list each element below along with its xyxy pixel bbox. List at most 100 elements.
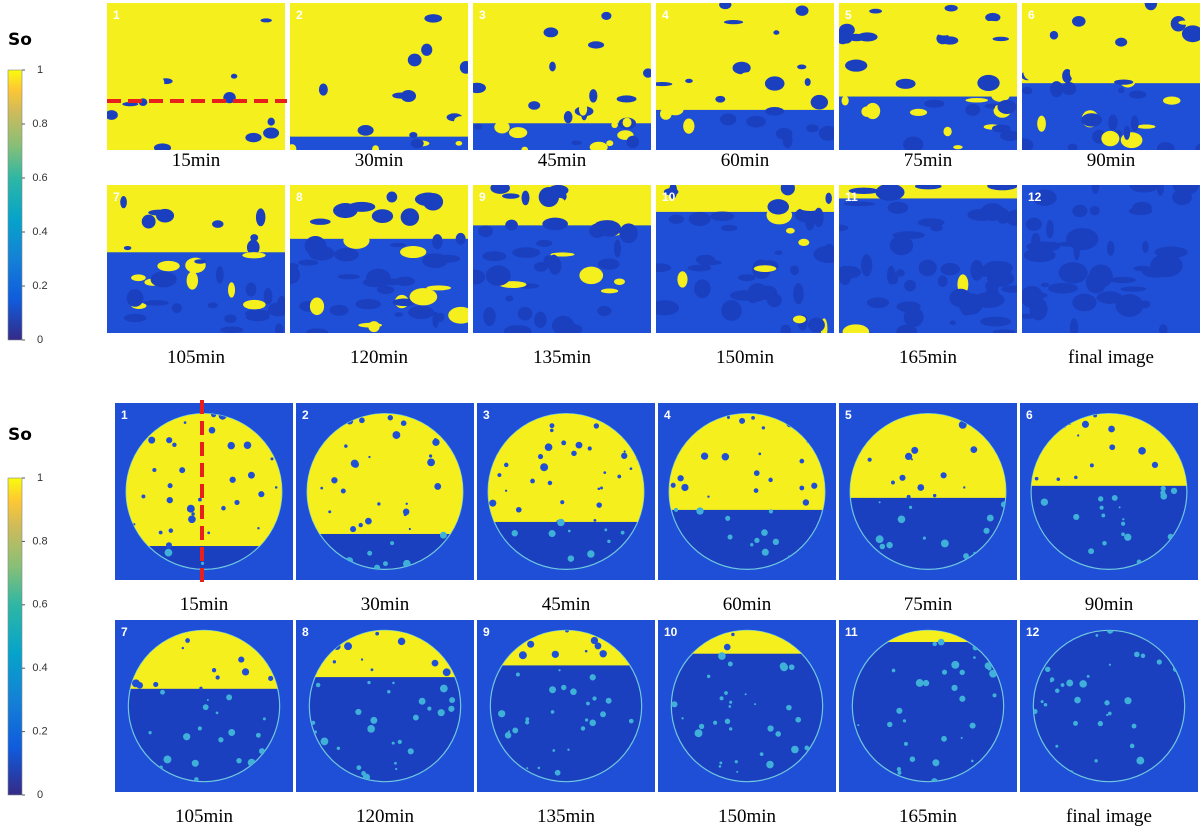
- speck: [932, 759, 940, 767]
- blob: [521, 146, 528, 150]
- blob: [228, 282, 236, 298]
- blob: [123, 245, 132, 251]
- speck: [696, 507, 704, 515]
- speck: [772, 538, 780, 546]
- saturated-zone: [126, 413, 282, 547]
- blob: [455, 232, 466, 245]
- blob: [357, 98, 374, 106]
- blob: [267, 117, 275, 126]
- blob: [666, 103, 684, 116]
- blob: [1022, 64, 1038, 69]
- blob: [450, 74, 459, 81]
- image-panel: 6: [1022, 3, 1200, 150]
- blob: [120, 196, 127, 209]
- blob: [973, 3, 993, 8]
- blob: [306, 328, 329, 333]
- speck: [969, 722, 976, 729]
- blob: [984, 287, 1000, 307]
- image-caption: 90min: [1085, 594, 1134, 615]
- speck: [739, 417, 746, 424]
- image-caption: 30min: [355, 150, 404, 171]
- blob: [730, 193, 751, 202]
- speck: [1089, 463, 1094, 468]
- blob: [230, 48, 245, 56]
- speck: [179, 467, 186, 474]
- speck: [311, 720, 316, 725]
- speck: [320, 737, 329, 746]
- blob: [341, 100, 359, 106]
- speck: [768, 477, 773, 483]
- blob: [825, 192, 832, 204]
- speck: [331, 477, 338, 484]
- blob: [298, 259, 319, 266]
- blob: [483, 307, 496, 327]
- speck: [575, 441, 583, 449]
- speck: [917, 484, 925, 491]
- speck: [963, 486, 966, 489]
- blob: [765, 107, 785, 116]
- colorbar-label: So: [8, 425, 32, 445]
- speck: [596, 502, 602, 508]
- speck: [1129, 743, 1135, 749]
- blob: [171, 303, 182, 314]
- speck: [589, 719, 597, 727]
- blob: [393, 66, 411, 78]
- image-caption: 165min: [899, 806, 958, 827]
- blob: [1025, 291, 1048, 299]
- speck: [165, 542, 172, 549]
- speck: [932, 641, 937, 647]
- speck: [370, 716, 378, 724]
- blob: [1081, 113, 1103, 127]
- image-panel: 10: [656, 185, 834, 333]
- image-panel: 12: [1020, 620, 1198, 792]
- blob: [1154, 266, 1178, 273]
- speck: [922, 536, 926, 540]
- blob: [780, 185, 795, 196]
- blob: [223, 91, 236, 104]
- blob: [764, 76, 785, 91]
- blob: [1060, 49, 1083, 61]
- image-panel: 9: [473, 185, 651, 333]
- speck: [875, 535, 884, 544]
- blob: [936, 32, 950, 45]
- blob: [549, 61, 556, 72]
- blob: [421, 43, 433, 56]
- speck: [191, 759, 199, 767]
- speck: [617, 474, 622, 479]
- speck: [694, 729, 703, 738]
- blob: [895, 20, 916, 28]
- speck: [1109, 444, 1116, 451]
- speck: [1049, 677, 1055, 682]
- blob: [589, 141, 608, 150]
- image-caption: 105min: [167, 347, 226, 368]
- blob: [848, 187, 879, 195]
- blob: [890, 272, 899, 285]
- blob: [924, 99, 945, 108]
- speck: [719, 696, 724, 701]
- image-panel: 11: [839, 620, 1017, 792]
- speck: [761, 529, 768, 536]
- image-caption: 165min: [899, 347, 958, 368]
- blob: [601, 11, 612, 20]
- speck: [268, 675, 274, 682]
- speck: [681, 717, 684, 720]
- blob: [1025, 217, 1042, 231]
- speck: [336, 746, 341, 751]
- speck: [891, 668, 896, 673]
- blob: [1144, 3, 1158, 11]
- blob: [482, 251, 507, 262]
- image-caption: final image: [1068, 347, 1154, 368]
- speck: [744, 693, 747, 696]
- speck: [620, 530, 625, 535]
- speck: [959, 669, 965, 676]
- speck: [163, 755, 172, 764]
- blob: [448, 306, 468, 324]
- speck: [567, 748, 570, 751]
- speck: [734, 760, 738, 764]
- blob: [371, 209, 394, 224]
- blob: [889, 235, 914, 256]
- colorbar-tick-label: 0.6: [32, 599, 47, 611]
- blob: [602, 187, 609, 198]
- speck: [561, 440, 567, 446]
- speck: [1040, 498, 1049, 506]
